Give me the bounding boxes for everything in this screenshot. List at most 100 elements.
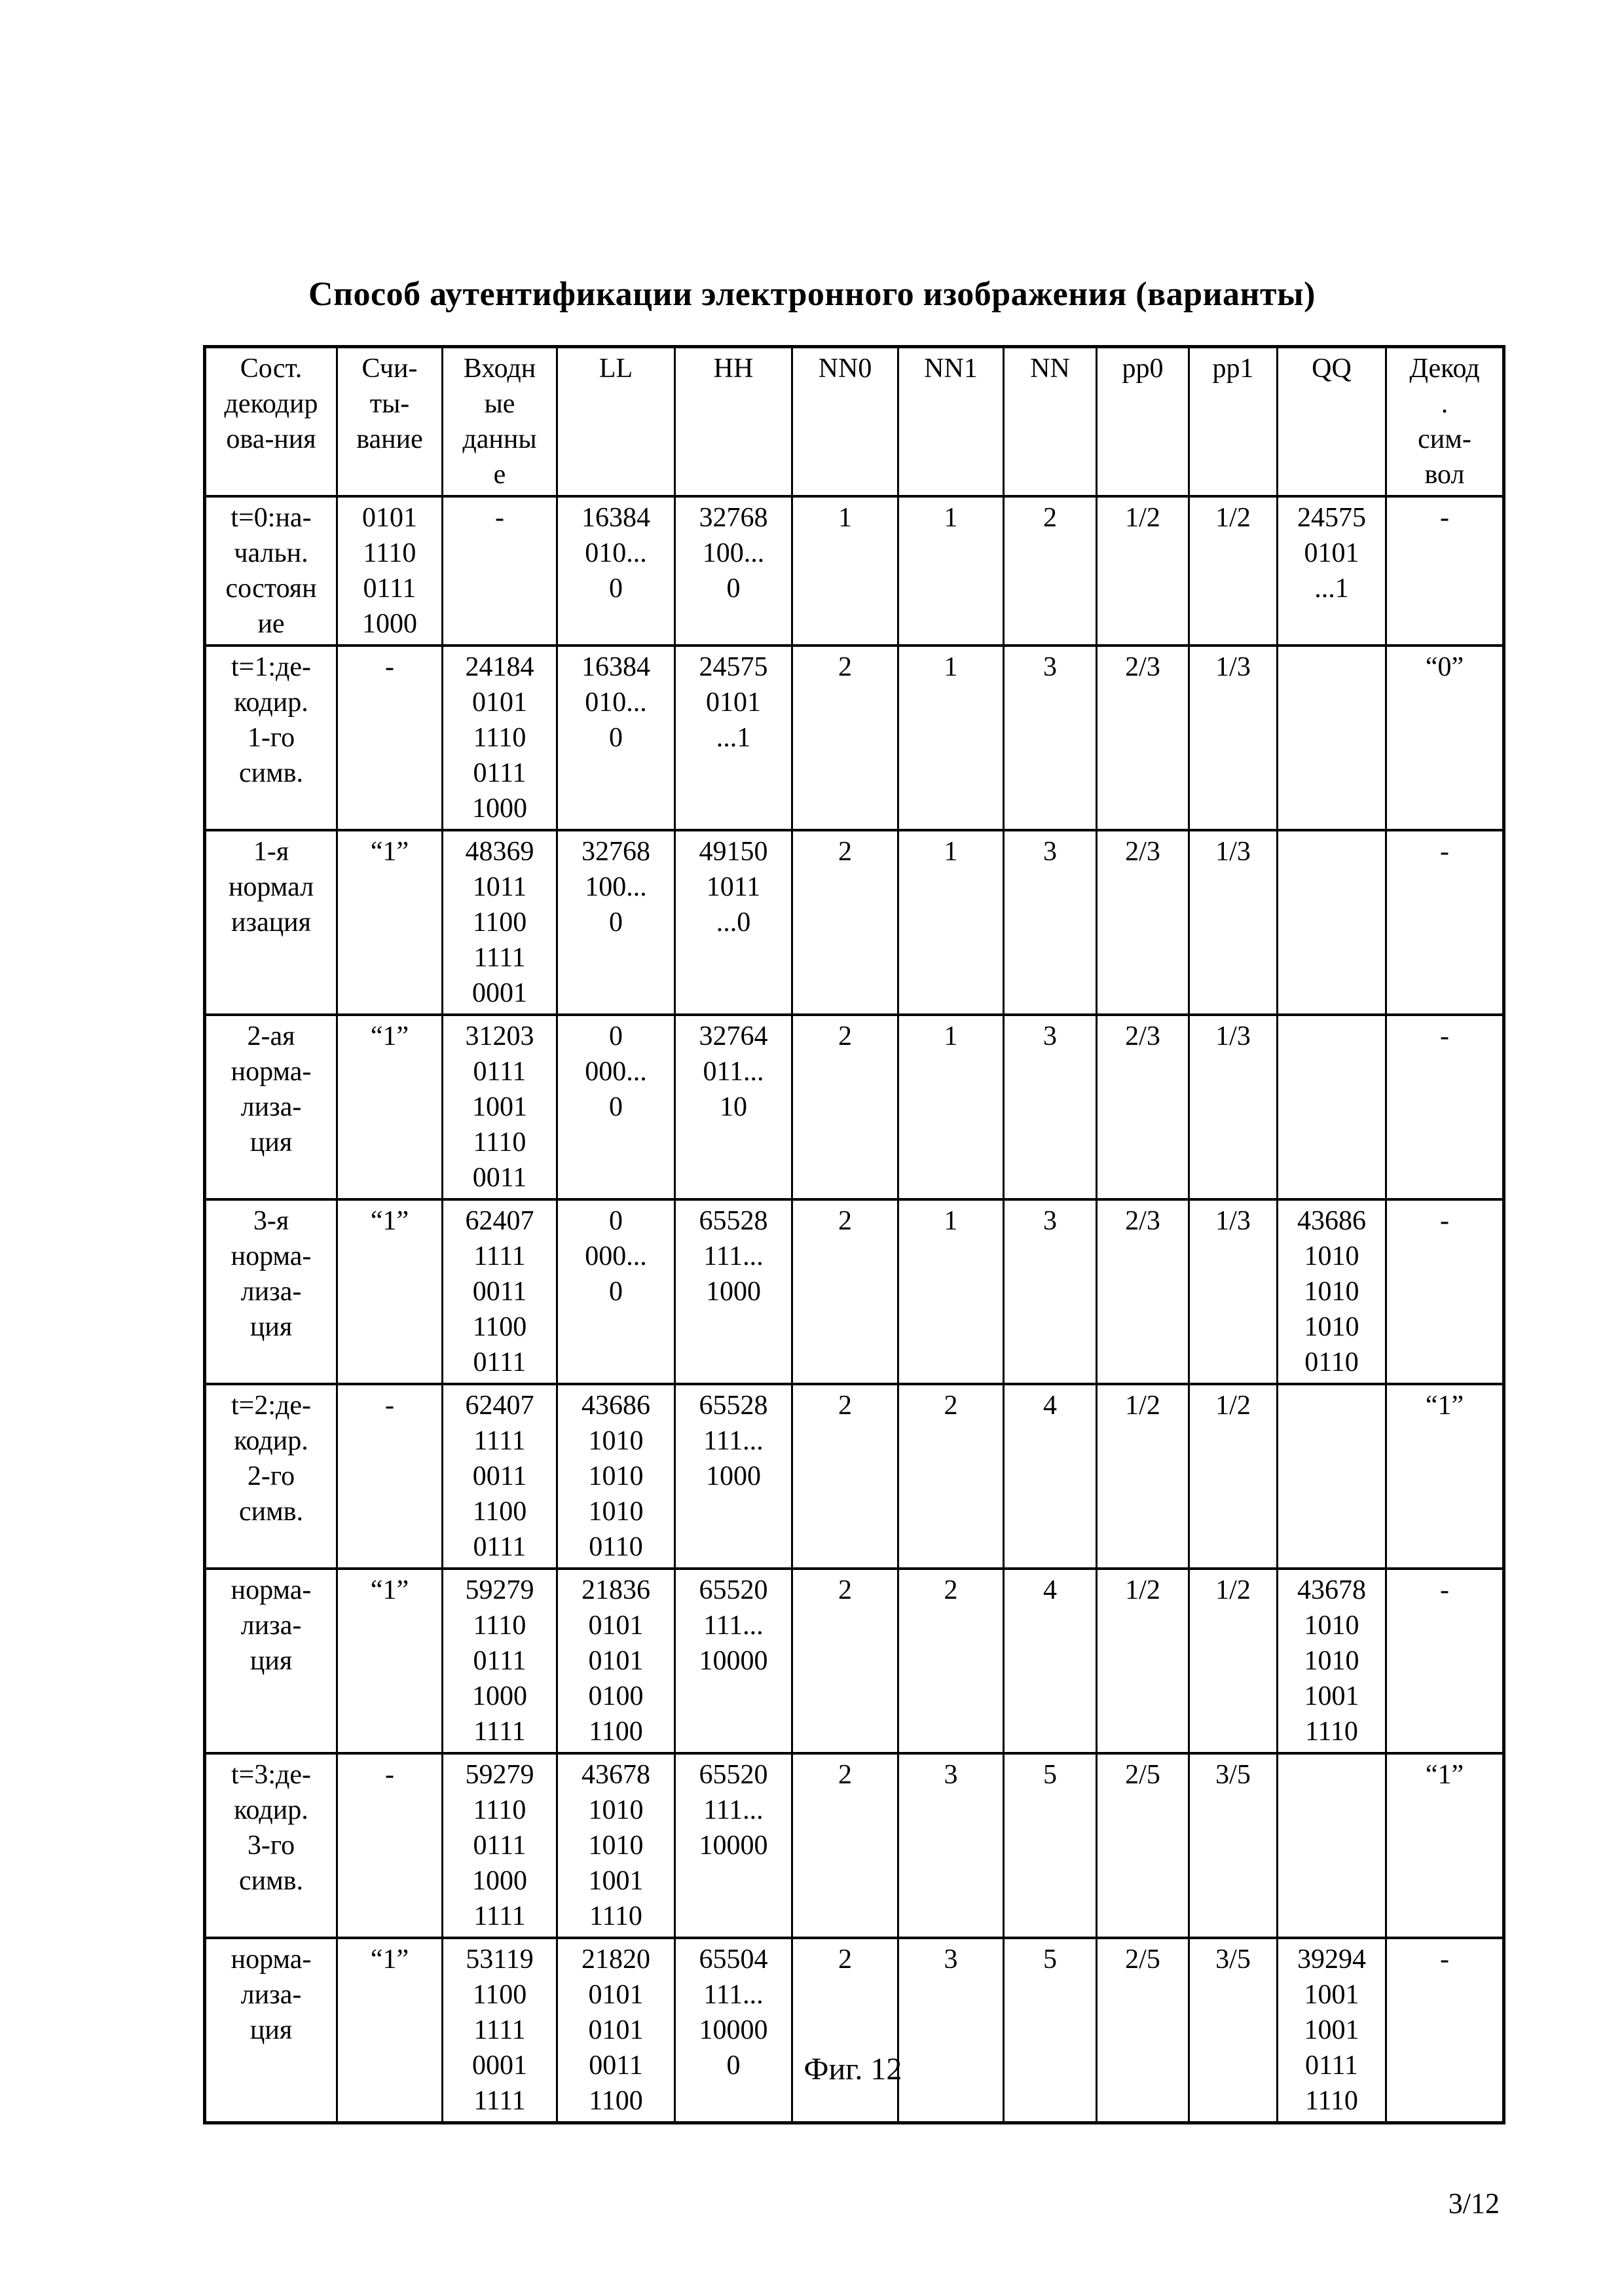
- table-cell: 3: [897, 1752, 1005, 1939]
- table-cell: -: [1385, 1937, 1505, 2124]
- table-cell: 1: [791, 495, 899, 647]
- table-cell: 1/3: [1188, 829, 1278, 1016]
- table-cell: 65528 111... 1000: [674, 1198, 793, 1385]
- table-cell: 2/5: [1096, 1752, 1190, 1939]
- table-body: t=0:на- чальн. состоян ие 0101 1110 0111 …: [204, 495, 1505, 2124]
- table-cell: 43678 1010 1010 1001 1110: [1276, 1567, 1387, 1755]
- table-cell: 2: [791, 1383, 899, 1570]
- table-cell: 32768 100... 0: [674, 495, 793, 647]
- table-cell: 2: [791, 1198, 899, 1385]
- column-header: Входн ые данны е: [441, 345, 558, 498]
- table-cell: 0 000... 0: [556, 1198, 676, 1385]
- table-cell: 0101 1110 0111 1000: [336, 495, 443, 647]
- table-cell: 65520 111... 10000: [674, 1567, 793, 1755]
- table-cell: 21820 0101 0101 0011 1100: [556, 1937, 676, 2124]
- table-cell: 16384 010... 0: [556, 495, 676, 647]
- table-cell: 1/2: [1188, 495, 1278, 647]
- table-cell: “1”: [336, 1567, 443, 1755]
- table-row: норма- лиза- ция “1” 53119 1100 1111 0001 …: [204, 1937, 1505, 2124]
- table-cell: “1”: [1385, 1752, 1505, 1939]
- table-cell: 3: [897, 1937, 1005, 2124]
- table-cell: 2: [897, 1567, 1005, 1755]
- table-cell: 1: [897, 829, 1005, 1016]
- table-cell: 32764 011... 10: [674, 1013, 793, 1201]
- table-cell: “1”: [1385, 1383, 1505, 1570]
- table-cell: 43678 1010 1010 1001 1110: [556, 1752, 676, 1939]
- table-cell: 1/2: [1188, 1567, 1278, 1755]
- table-cell: 65528 111... 1000: [674, 1383, 793, 1570]
- table-cell: 1/3: [1188, 644, 1278, 831]
- table-cell: 2-ая норма- лиза- ция: [204, 1013, 338, 1201]
- table-cell: -: [336, 644, 443, 831]
- column-header: Декод . сим- вол: [1385, 345, 1505, 498]
- table-cell: 1/3: [1188, 1013, 1278, 1201]
- table-cell: 3: [1003, 1198, 1098, 1385]
- table-cell: 3-я норма- лиза- ция: [204, 1198, 338, 1385]
- table-cell: 2/3: [1096, 644, 1190, 831]
- column-header: NN1: [897, 345, 1005, 498]
- column-header: Счи- ты- вание: [336, 345, 443, 498]
- table-cell: 2: [1003, 495, 1098, 647]
- table-cell: [1276, 1013, 1387, 1201]
- table-cell: 1: [897, 644, 1005, 831]
- table-cell: 65520 111... 10000: [674, 1752, 793, 1939]
- table-cell: 3: [1003, 1013, 1098, 1201]
- table-cell: “1”: [336, 829, 443, 1016]
- table-cell: 4: [1003, 1567, 1098, 1755]
- table-cell: 16384 010... 0: [556, 644, 676, 831]
- table-cell: 24575 0101 ...1: [1276, 495, 1387, 647]
- table-cell: 1/3: [1188, 1198, 1278, 1385]
- table-cell: 2: [791, 644, 899, 831]
- table-cell: 1-я нормал изация: [204, 829, 338, 1016]
- table-cell: 32768 100... 0: [556, 829, 676, 1016]
- table-cell: 59279 1110 0111 1000 1111: [441, 1567, 558, 1755]
- table-row: t=3:де- кодир. 3-го симв. -59279 1110 011…: [204, 1752, 1505, 1939]
- table-cell: t=3:де- кодир. 3-го симв.: [204, 1752, 338, 1939]
- table-cell: 39294 1001 1001 0111 1110: [1276, 1937, 1387, 2124]
- table-cell: 31203 0111 1001 1110 0011: [441, 1013, 558, 1201]
- table-cell: -: [1385, 1013, 1505, 1201]
- table-cell: [1276, 829, 1387, 1016]
- table-row: t=0:на- чальн. состоян ие 0101 1110 0111 …: [204, 495, 1505, 647]
- table-cell: 2: [791, 1013, 899, 1201]
- table-cell: 49150 1011 ...0: [674, 829, 793, 1016]
- header-row: Сост. декодир ова-ния Счи- ты- вание Входн…: [204, 345, 1505, 498]
- table-cell: 2/3: [1096, 1013, 1190, 1201]
- column-header: NN0: [791, 345, 899, 498]
- table-cell: 0 000... 0: [556, 1013, 676, 1201]
- table-cell: -: [336, 1752, 443, 1939]
- table-cell: 1/2: [1096, 495, 1190, 647]
- table-cell: -: [336, 1383, 443, 1570]
- table-cell: “1”: [336, 1198, 443, 1385]
- column-header: pp0: [1096, 345, 1190, 498]
- table-row: t=2:де- кодир. 2-го симв. -62407 1111 001…: [204, 1383, 1505, 1570]
- table-cell: 3: [1003, 829, 1098, 1016]
- table-cell: 3/5: [1188, 1937, 1278, 2124]
- column-header: HH: [674, 345, 793, 498]
- table-cell: 62407 1111 0011 1100 0111: [441, 1198, 558, 1385]
- table-cell: 2/3: [1096, 829, 1190, 1016]
- table-cell: 4: [1003, 1383, 1098, 1570]
- column-header: LL: [556, 345, 676, 498]
- table-cell: 65504 111... 10000 0: [674, 1937, 793, 2124]
- page-number: 3/12: [1448, 2187, 1500, 2219]
- table-cell: “0”: [1385, 644, 1505, 831]
- page-title: Способ аутентификации электронного изобр…: [308, 276, 1316, 313]
- figure-caption: Фиг. 12: [803, 2052, 902, 2086]
- table-cell: [1276, 1383, 1387, 1570]
- table-cell: -: [1385, 1567, 1505, 1755]
- table-cell: 43686 1010 1010 1010 0110: [1276, 1198, 1387, 1385]
- table-cell: 1/2: [1096, 1567, 1190, 1755]
- table-cell: -: [1385, 829, 1505, 1016]
- table-cell: 2: [791, 1567, 899, 1755]
- table-cell: 48369 1011 1100 1111 0001: [441, 829, 558, 1016]
- table-cell: 2: [791, 1937, 899, 2124]
- table-cell: 1/2: [1096, 1383, 1190, 1570]
- table-cell: [1276, 644, 1387, 831]
- table-cell: 53119 1100 1111 0001 1111: [441, 1937, 558, 2124]
- table-cell: 2: [897, 1383, 1005, 1570]
- table-cell: 59279 1110 0111 1000 1111: [441, 1752, 558, 1939]
- table-cell: 21836 0101 0101 0100 1100: [556, 1567, 676, 1755]
- table-cell: t=0:на- чальн. состоян ие: [204, 495, 338, 647]
